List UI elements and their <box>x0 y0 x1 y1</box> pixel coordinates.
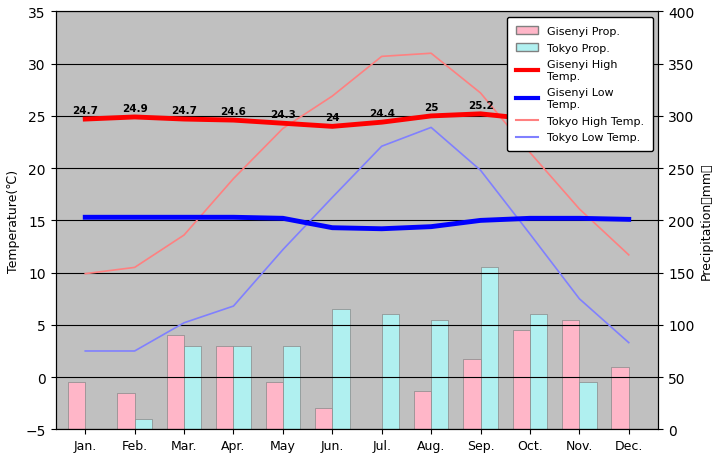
Text: 24.4: 24.4 <box>369 109 395 119</box>
Bar <box>382 315 399 430</box>
Tokyo Low Temp. <box>427 125 436 131</box>
Text: 24.7: 24.7 <box>171 106 197 116</box>
Tokyo High Temp. <box>130 265 139 270</box>
Text: 24.7: 24.7 <box>72 106 98 116</box>
Tokyo Low Temp. <box>377 144 386 150</box>
Bar <box>167 336 184 430</box>
Tokyo High Temp. <box>279 126 287 132</box>
Tokyo Low Temp. <box>526 232 534 237</box>
Bar <box>513 330 530 430</box>
Gisenyi Low
Temp. <box>328 225 337 231</box>
Text: 25.2: 25.2 <box>468 101 493 111</box>
Tokyo Low Temp. <box>130 348 139 354</box>
Bar <box>611 367 629 430</box>
Gisenyi Low
Temp. <box>526 216 534 222</box>
Tokyo High Temp. <box>377 55 386 60</box>
Gisenyi Low
Temp. <box>377 226 386 232</box>
Tokyo Low Temp. <box>476 168 485 174</box>
Gisenyi High
Temp. <box>427 114 436 119</box>
Text: 24: 24 <box>325 113 340 123</box>
Tokyo Low Temp. <box>81 348 89 354</box>
Legend: Gisenyi Prop., Tokyo Prop., Gisenyi High
Temp., Gisenyi Low
Temp., Tokyo High Te: Gisenyi Prop., Tokyo Prop., Gisenyi High… <box>507 18 653 152</box>
Line: Gisenyi Low
Temp.: Gisenyi Low Temp. <box>85 218 629 229</box>
Tokyo High Temp. <box>427 51 436 57</box>
Bar <box>530 315 547 430</box>
Tokyo High Temp. <box>476 91 485 96</box>
Text: 24.9: 24.9 <box>122 104 148 113</box>
Bar <box>414 391 431 430</box>
Line: Gisenyi High
Temp.: Gisenyi High Temp. <box>85 115 629 127</box>
Gisenyi Low
Temp. <box>229 215 238 220</box>
Tokyo High Temp. <box>180 233 189 238</box>
Tokyo High Temp. <box>575 207 584 212</box>
Tokyo High Temp. <box>526 151 534 156</box>
Gisenyi High
Temp. <box>130 115 139 120</box>
Bar <box>480 268 498 430</box>
Text: 24.2: 24.2 <box>567 111 593 121</box>
Bar <box>364 430 382 459</box>
Gisenyi High
Temp. <box>526 117 534 123</box>
Bar <box>431 320 449 430</box>
Gisenyi High
Temp. <box>624 120 633 126</box>
Bar <box>283 346 300 430</box>
Tokyo Low Temp. <box>328 195 337 201</box>
Gisenyi High
Temp. <box>328 124 337 130</box>
Gisenyi High
Temp. <box>476 112 485 118</box>
Bar <box>216 346 233 430</box>
Bar <box>333 309 350 430</box>
Text: 24.7: 24.7 <box>517 106 543 116</box>
Gisenyi High
Temp. <box>229 118 238 123</box>
Gisenyi High
Temp. <box>575 122 584 128</box>
Bar <box>68 382 85 430</box>
Bar <box>315 409 333 430</box>
Bar <box>562 320 580 430</box>
Gisenyi High
Temp. <box>279 121 287 127</box>
Bar <box>463 359 480 430</box>
Gisenyi Low
Temp. <box>476 218 485 224</box>
Bar <box>580 382 597 430</box>
Y-axis label: Precipitation（mm）: Precipitation（mm） <box>700 162 713 280</box>
Tokyo Low Temp. <box>180 320 189 326</box>
Bar <box>233 346 251 430</box>
Gisenyi Low
Temp. <box>81 215 89 220</box>
Gisenyi Low
Temp. <box>130 215 139 220</box>
Line: Tokyo Low Temp.: Tokyo Low Temp. <box>85 128 629 351</box>
Tokyo Low Temp. <box>575 297 584 302</box>
Gisenyi Low
Temp. <box>624 217 633 223</box>
Tokyo Low Temp. <box>624 340 633 346</box>
Gisenyi Low
Temp. <box>427 224 436 230</box>
Bar <box>135 419 152 430</box>
Gisenyi Low
Temp. <box>279 216 287 222</box>
Bar <box>184 346 202 430</box>
Y-axis label: Temperature(℃): Temperature(℃) <box>7 169 20 272</box>
Tokyo High Temp. <box>328 94 337 100</box>
Gisenyi High
Temp. <box>81 117 89 123</box>
Tokyo High Temp. <box>81 271 89 277</box>
Bar <box>117 393 135 430</box>
Text: 24.6: 24.6 <box>220 106 246 117</box>
Tokyo Low Temp. <box>229 304 238 309</box>
Bar <box>629 430 646 440</box>
Tokyo High Temp. <box>229 176 238 182</box>
Tokyo Low Temp. <box>279 247 287 253</box>
Text: 24.4: 24.4 <box>616 109 642 119</box>
Line: Tokyo High Temp.: Tokyo High Temp. <box>85 54 629 274</box>
Gisenyi High
Temp. <box>180 117 189 123</box>
Text: 24.3: 24.3 <box>270 110 296 120</box>
Text: 25: 25 <box>424 102 438 112</box>
Tokyo High Temp. <box>624 252 633 258</box>
Gisenyi High
Temp. <box>377 120 386 126</box>
Gisenyi Low
Temp. <box>180 215 189 220</box>
Gisenyi Low
Temp. <box>575 216 584 222</box>
Bar <box>266 382 283 430</box>
